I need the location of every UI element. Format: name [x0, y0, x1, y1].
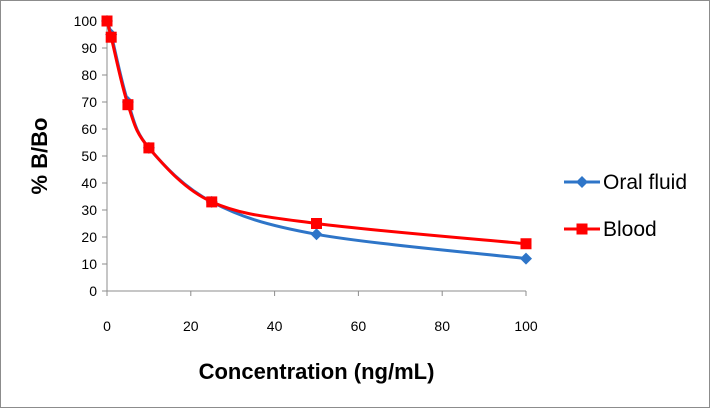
x-tick-label: 60	[351, 318, 367, 334]
data-point	[101, 15, 113, 27]
data-point	[105, 31, 117, 43]
plot-area	[101, 15, 532, 265]
y-tick-label: 0	[89, 283, 97, 299]
y-tick-label: 90	[81, 40, 97, 56]
y-tick-label: 70	[81, 94, 97, 110]
legend-label: Blood	[603, 218, 657, 241]
series-line	[105, 20, 527, 246]
series-blood	[101, 15, 532, 250]
x-axis-title: Concentration (ng/mL)	[199, 359, 435, 384]
y-tick-label: 80	[81, 67, 97, 83]
y-tick-label: 30	[81, 202, 97, 218]
data-point	[520, 238, 532, 250]
legend-item: Oral fluid	[564, 171, 687, 194]
data-point	[311, 218, 322, 229]
legend-item: Blood	[564, 218, 657, 241]
axes: 0 10 20 30 40 50 60 70 80 90 100 0 20 40 60 80 100	[74, 13, 538, 334]
y-tick-label: 50	[81, 148, 97, 164]
y-tick-label: 10	[81, 256, 97, 272]
legend-marker	[576, 176, 588, 188]
legend-marker	[576, 223, 588, 235]
y-tick-label: 100	[74, 13, 98, 29]
y-tick-label: 60	[81, 121, 97, 137]
x-tick-label: 100	[514, 318, 538, 334]
data-point	[143, 142, 155, 154]
y-axis-title: % B/Bo	[27, 118, 52, 195]
y-tick-label: 20	[81, 229, 97, 245]
x-tick-label: 80	[434, 318, 450, 334]
x-tick-label: 0	[103, 318, 111, 334]
legend-label: Oral fluid	[603, 171, 687, 194]
data-point	[122, 99, 134, 111]
data-point	[310, 228, 323, 241]
x-tick-label: 20	[183, 318, 199, 334]
x-tick-label: 40	[267, 318, 283, 334]
data-point	[520, 252, 532, 265]
legend: Oral fluid Blood	[564, 171, 687, 241]
y-tick-label: 40	[81, 175, 97, 191]
data-point	[206, 196, 218, 208]
